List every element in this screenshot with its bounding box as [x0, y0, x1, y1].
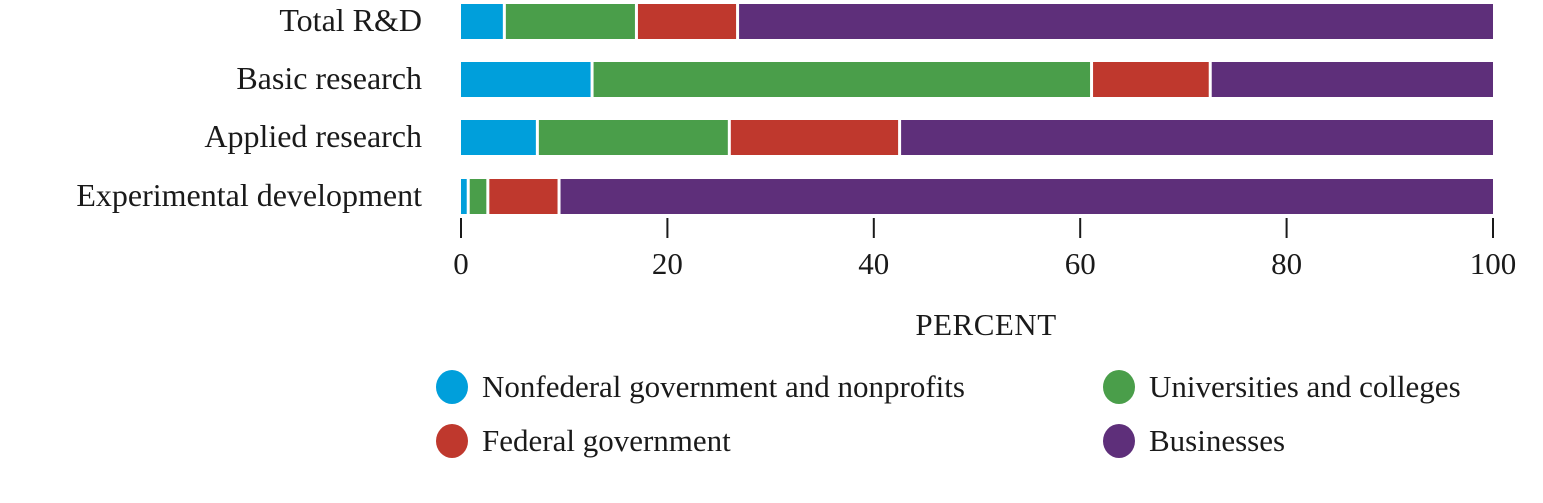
- x-tick-label: 80: [1271, 246, 1302, 281]
- legend-item: Businesses: [1103, 423, 1285, 458]
- bar-segment: [461, 4, 503, 39]
- legend-swatch: [436, 424, 468, 458]
- bar-segment: [505, 4, 635, 39]
- category-label: Applied research: [204, 118, 422, 154]
- legend-swatch: [1103, 424, 1135, 458]
- category-labels: Total R&D Basic research Applied researc…: [76, 2, 422, 213]
- legend: Nonfederal government and nonprofits Univ…: [436, 369, 1461, 458]
- legend-label: Universities and colleges: [1149, 369, 1461, 404]
- x-tick-label: 20: [652, 246, 683, 281]
- legend-label: Businesses: [1149, 423, 1285, 458]
- bar-segment: [1093, 62, 1209, 97]
- x-tick-label: 100: [1470, 246, 1517, 281]
- bar-segment: [489, 179, 558, 214]
- bar-segment: [593, 62, 1091, 97]
- legend-item: Universities and colleges: [1103, 369, 1461, 404]
- category-label: Experimental development: [76, 177, 422, 213]
- legend-label: Federal government: [482, 423, 731, 458]
- legend-label: Nonfederal government and nonprofits: [482, 369, 965, 404]
- bar-segment: [637, 4, 737, 39]
- bar-segment: [461, 62, 591, 97]
- bar-segment: [901, 120, 1493, 155]
- x-tick-label: 0: [453, 246, 469, 281]
- bar-segment: [461, 120, 536, 155]
- x-axis: 0 20 40 60 80 100: [453, 218, 1516, 281]
- bar-segment: [469, 179, 487, 214]
- bar-segment: [560, 179, 1493, 214]
- category-label: Basic research: [236, 60, 422, 96]
- legend-swatch: [1103, 370, 1135, 404]
- category-label: Total R&D: [279, 2, 422, 38]
- bar-segment: [1211, 62, 1493, 97]
- bar-segment: [461, 179, 467, 214]
- legend-swatch: [436, 370, 468, 404]
- bars: [461, 4, 1493, 214]
- bar-segment: [730, 120, 899, 155]
- x-axis-title: PERCENT: [915, 307, 1056, 342]
- x-tick-label: 40: [858, 246, 889, 281]
- legend-item: Federal government: [436, 423, 731, 458]
- legend-item: Nonfederal government and nonprofits: [436, 369, 965, 404]
- x-tick-label: 60: [1065, 246, 1096, 281]
- bar-segment: [739, 4, 1493, 39]
- bar-segment: [538, 120, 728, 155]
